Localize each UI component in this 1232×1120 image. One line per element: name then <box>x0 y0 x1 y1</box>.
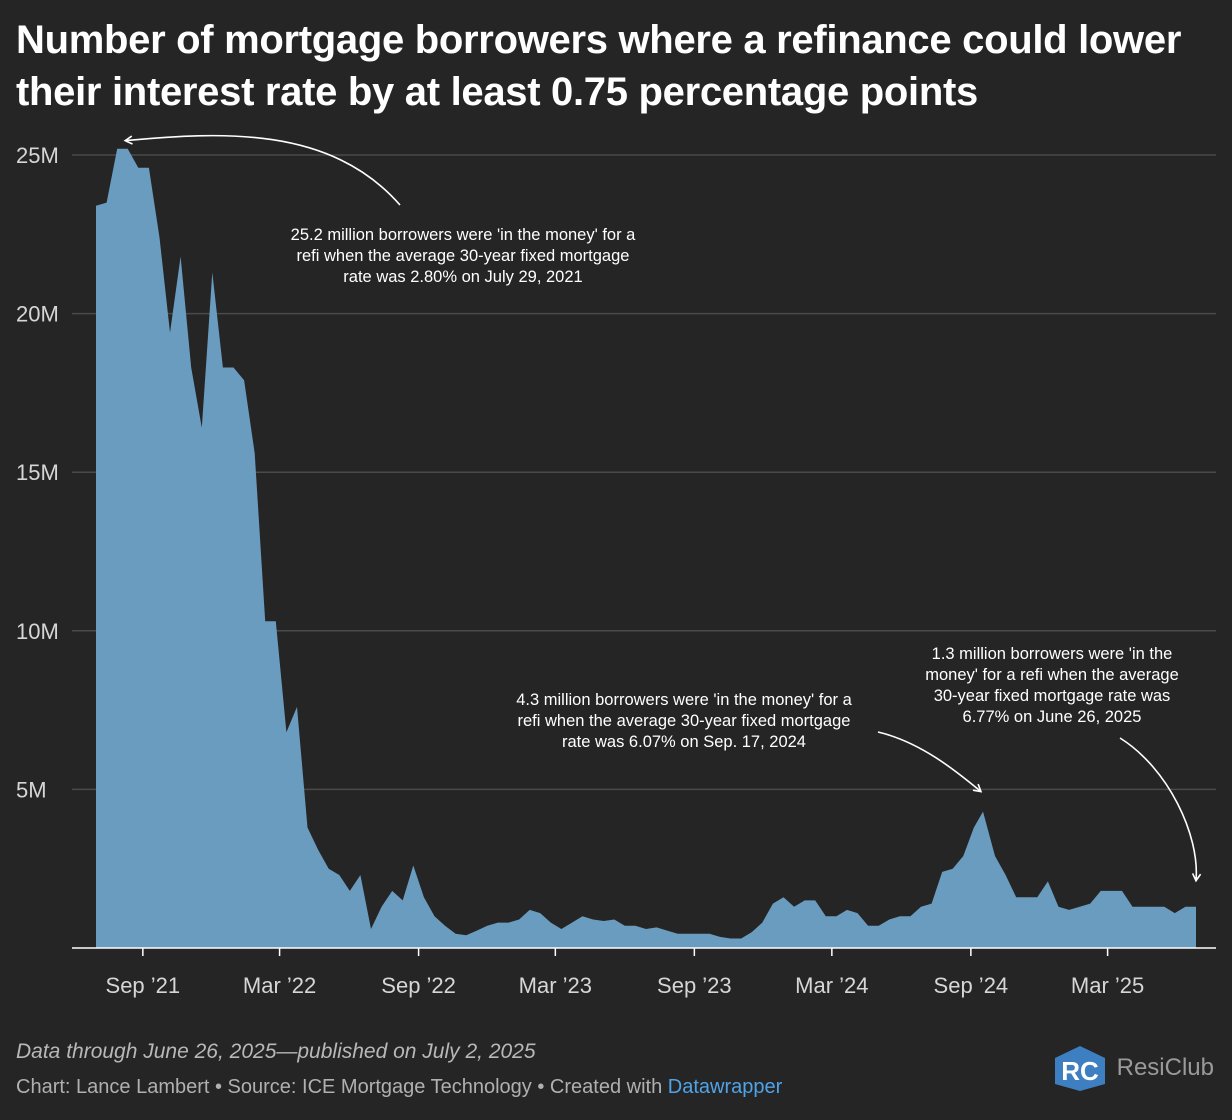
chart-canvas: 5M 10M 15M 20M 25M Sep ’21 Mar ’22 Sep ’22 Mar ’… <box>16 134 1216 998</box>
x-tick-label: Mar ’22 <box>243 973 316 998</box>
annotation-text: 1.3 million borrowers were 'in the money'… <box>925 645 1179 726</box>
annotations: 25.2 million borrowers were 'in the mone… <box>123 134 1202 883</box>
y-tick-label: 20M <box>16 302 59 327</box>
datawrapper-link[interactable]: Datawrapper <box>667 1076 783 1098</box>
annotation-arrow <box>1119 737 1202 883</box>
logo-mark: RC <box>1061 1056 1099 1086</box>
x-tick-label: Sep ’24 <box>934 973 1009 998</box>
credit-line: Chart: Lance Lambert • Source: ICE Mortg… <box>16 1076 782 1099</box>
x-tick-label: Sep ’21 <box>106 973 181 998</box>
annotation-text: 4.3 million borrowers were 'in the money… <box>516 691 852 751</box>
axes: 5M 10M 15M 20M 25M Sep ’21 Mar ’22 Sep ’22 Mar ’… <box>16 143 1216 998</box>
y-tick-label: 10M <box>16 619 59 644</box>
y-tick-label: 5M <box>16 777 47 802</box>
x-tick-label: Sep ’22 <box>381 973 456 998</box>
x-tick-label: Mar ’24 <box>795 973 868 998</box>
resiclub-logo-icon: RC <box>1054 1046 1105 1091</box>
y-tick-label: 15M <box>16 460 59 485</box>
data-note: Data through June 26, 2025—published on … <box>16 1040 536 1063</box>
x-tick-label: Mar ’25 <box>1071 973 1144 998</box>
chart-title: Number of mortgage borrowers where a ref… <box>16 18 1182 114</box>
area-series <box>96 148 1196 948</box>
x-tick-label: Mar ’23 <box>519 973 592 998</box>
credit-text: Chart: Lance Lambert • Source: ICE Mortg… <box>16 1076 668 1098</box>
y-tick-label: 25M <box>16 143 59 168</box>
annotation-arrow <box>877 731 983 793</box>
resiclub-logo: RC ResiClub <box>1051 1044 1214 1092</box>
area-fill <box>96 148 1196 948</box>
annotation-text: 25.2 million borrowers were 'in the mone… <box>291 226 637 286</box>
logo-text: ResiClub <box>1116 1054 1214 1081</box>
x-tick-label: Sep ’23 <box>657 973 732 998</box>
annotation-arrow <box>123 134 401 206</box>
